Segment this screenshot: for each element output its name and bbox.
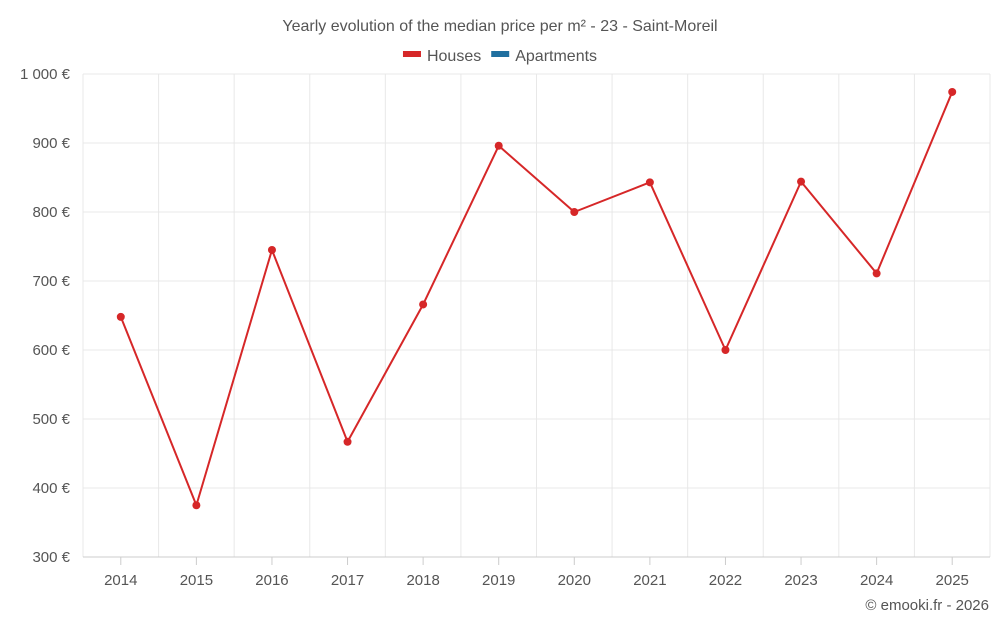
data-point[interactable] bbox=[797, 177, 806, 186]
x-tick-label: 2017 bbox=[331, 572, 364, 589]
y-tick-label: 300 € bbox=[32, 549, 70, 566]
data-point[interactable] bbox=[343, 437, 352, 446]
y-tick-label: 400 € bbox=[32, 480, 70, 497]
data-point[interactable] bbox=[419, 300, 428, 309]
x-tick-label: 2019 bbox=[482, 572, 515, 589]
data-point[interactable] bbox=[570, 208, 579, 216]
x-tick-label: 2015 bbox=[180, 572, 213, 589]
y-tick-label: 500 € bbox=[32, 411, 70, 428]
data-point[interactable] bbox=[645, 178, 654, 187]
data-point[interactable] bbox=[267, 245, 276, 254]
x-tick-label: 2016 bbox=[255, 572, 288, 589]
footer-credit: © emooki.fr - 2026 bbox=[865, 597, 989, 614]
legend: Houses Apartments bbox=[402, 48, 597, 65]
y-tick-label: 700 € bbox=[32, 273, 70, 290]
y-tick-label: 600 € bbox=[32, 342, 70, 359]
y-tick-label: 800 € bbox=[32, 204, 70, 221]
data-point[interactable] bbox=[494, 141, 503, 150]
x-tick-label: 2023 bbox=[784, 572, 817, 589]
legend-label-houses[interactable]: Houses bbox=[427, 48, 481, 65]
data-point[interactable] bbox=[116, 312, 125, 321]
data-point[interactable] bbox=[192, 501, 201, 510]
data-point[interactable] bbox=[872, 269, 881, 278]
legend-swatch-apartments[interactable] bbox=[491, 51, 510, 57]
x-tick-label: 2018 bbox=[406, 572, 439, 589]
legend-swatch-houses[interactable] bbox=[402, 51, 421, 57]
data-point[interactable] bbox=[948, 87, 957, 96]
x-tick-label: 2022 bbox=[709, 572, 742, 589]
x-tick-label: 2024 bbox=[860, 572, 893, 589]
axes: 300 € 400 € 500 € 600 € 700 € 800 € 900 € 1 000… bbox=[20, 66, 990, 589]
chart-title: Yearly evolution of the median price per… bbox=[282, 18, 717, 35]
x-tick-label: 2021 bbox=[633, 572, 666, 589]
x-tick-label: 2014 bbox=[104, 572, 137, 589]
series bbox=[116, 87, 957, 510]
legend-label-apartments[interactable]: Apartments bbox=[515, 48, 597, 65]
x-tick-label: 2025 bbox=[936, 572, 969, 589]
y-tick-label: 1 000 € bbox=[20, 66, 71, 83]
y-tick-label: 900 € bbox=[32, 135, 70, 152]
data-point[interactable] bbox=[721, 346, 730, 354]
series-line-houses bbox=[119, 91, 954, 507]
grid bbox=[82, 73, 991, 557]
x-tick-label: 2020 bbox=[558, 572, 591, 589]
